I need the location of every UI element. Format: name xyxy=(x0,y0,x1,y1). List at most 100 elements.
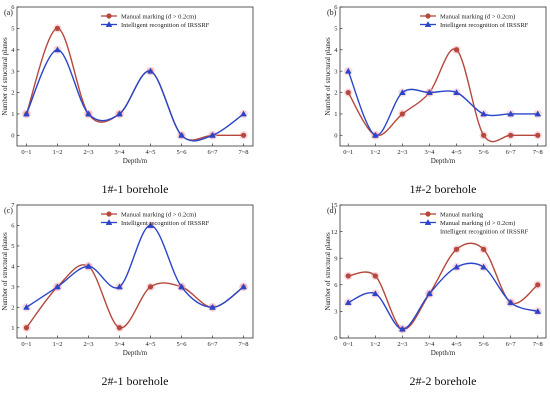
legend-entry: Manual marking xyxy=(440,211,484,218)
legend: Manual marking (d > 0.2cm) Intelligent re… xyxy=(420,13,529,29)
series-line xyxy=(26,224,244,309)
y-axis-label: Number of structural planes xyxy=(1,37,9,116)
data-point xyxy=(23,325,30,331)
x-tick-label: 6~7 xyxy=(208,341,219,348)
data-point xyxy=(23,303,30,310)
y-tick-label: 1 xyxy=(11,325,14,332)
data-point xyxy=(345,273,351,279)
chart-panel-d: 0 3 6 9 12 15 0~1 1~2 2~3 3~4 4~5 5~6 6~7 7~8 Depth/m N… xyxy=(324,202,547,388)
x-tick-label: 6~7 xyxy=(208,149,219,156)
data-point xyxy=(481,132,487,138)
data-point xyxy=(426,290,433,297)
x-tick-label: 7~8 xyxy=(239,341,249,348)
y-tick-label: 6 xyxy=(334,4,338,11)
y-tick-label: 7 xyxy=(11,202,15,209)
data-point xyxy=(453,89,460,95)
series-line xyxy=(25,264,244,329)
y-tick-label: 3 xyxy=(334,68,337,75)
series-1 xyxy=(344,66,542,140)
legend-entry: Manual marking (d > 0.2cm) xyxy=(440,220,515,227)
x-axis-label: Depth/m xyxy=(431,157,456,165)
series-line xyxy=(347,48,538,143)
y-tick-label: 4 xyxy=(11,47,15,54)
y-tick-label: 4 xyxy=(334,47,338,54)
data-point xyxy=(399,89,406,95)
x-tick-label: 1~2 xyxy=(52,341,62,348)
y-tick-label: 0 xyxy=(11,133,14,140)
panel-label: (c) xyxy=(4,206,13,215)
x-tick-label: 4~5 xyxy=(145,149,155,156)
data-point xyxy=(147,222,154,228)
plot-frame xyxy=(16,6,254,147)
x-axis-label: Depth/m xyxy=(123,349,148,357)
data-point xyxy=(371,131,379,138)
chart-panel-c: 1 2 3 4 5 6 7 0~1 1~2 2~3 3~4 4~5 5~6 6~7 7~8 Depth/m Nu… xyxy=(1,202,254,388)
legend-swatch-marker xyxy=(106,13,112,19)
series-0 xyxy=(22,24,248,141)
data-point xyxy=(147,67,154,74)
data-point xyxy=(453,263,460,270)
x-tick-label: 5~6 xyxy=(177,341,188,348)
data-point xyxy=(426,89,433,95)
y-tick-label: 6 xyxy=(334,282,338,289)
y-tick-label: 1 xyxy=(11,111,14,118)
x-tick-label: 3~4 xyxy=(424,149,435,156)
series-1 xyxy=(22,45,248,142)
data-point xyxy=(399,325,406,332)
panel-caption: 2#-2 borehole xyxy=(410,374,477,388)
panel-label: (d) xyxy=(327,206,337,215)
legend-swatch-marker xyxy=(424,219,432,225)
data-point xyxy=(240,283,247,290)
x-tick-label: 0~1 xyxy=(21,149,31,156)
y-tick-label: 12 xyxy=(331,229,338,236)
data-point xyxy=(54,283,61,290)
legend-entry: Intelligent recognition of IRSSRF xyxy=(440,228,529,235)
series-0 xyxy=(22,262,248,332)
y-tick-label: 3 xyxy=(11,284,14,291)
series-line xyxy=(25,27,244,141)
legend-swatch-marker xyxy=(425,211,431,217)
series-1 xyxy=(22,221,248,312)
data-point xyxy=(85,110,92,117)
data-point xyxy=(178,283,185,290)
data-point xyxy=(534,307,542,314)
y-axis-label: Number of structural planes xyxy=(324,37,332,116)
y-tick-label: 5 xyxy=(11,243,14,250)
data-point xyxy=(116,325,123,331)
legend: Manual marking (d > 0.2cm) Intelligent re… xyxy=(101,13,210,29)
x-tick-label: 6~7 xyxy=(506,341,517,348)
y-tick-label: 6 xyxy=(11,4,15,11)
series-0 xyxy=(344,242,542,334)
data-point xyxy=(507,299,515,305)
panel-label: (a) xyxy=(4,8,13,17)
y-tick-label: 3 xyxy=(334,309,337,316)
data-point xyxy=(240,110,247,117)
data-point xyxy=(116,110,123,117)
y-tick-label: 0 xyxy=(334,133,337,140)
y-tick-label: 9 xyxy=(334,255,337,262)
y-tick-label: 2 xyxy=(11,90,14,97)
data-point xyxy=(23,110,30,117)
data-point xyxy=(535,282,541,288)
legend: Manual marking (d > 0.2cm) Intelligent re… xyxy=(101,211,210,227)
data-point xyxy=(453,246,460,252)
plot-frame xyxy=(339,204,547,339)
y-tick-label: 4 xyxy=(11,264,15,271)
x-tick-label: 5~6 xyxy=(479,149,490,156)
data-point xyxy=(116,283,123,290)
x-tick-label: 4~5 xyxy=(452,341,462,348)
y-tick-label: 0 xyxy=(334,335,337,342)
x-tick-label: 2~3 xyxy=(397,149,407,156)
y-tick-label: 2 xyxy=(334,90,337,97)
x-tick-label: 3~4 xyxy=(114,341,125,348)
y-tick-label: 1 xyxy=(334,111,337,118)
x-tick-label: 2~3 xyxy=(83,149,93,156)
data-point xyxy=(345,89,351,96)
data-point xyxy=(344,299,352,305)
data-point xyxy=(453,47,460,53)
x-tick-label: 7~8 xyxy=(533,341,543,348)
data-point xyxy=(147,284,154,290)
data-point xyxy=(480,263,487,270)
y-tick-label: 15 xyxy=(331,202,338,209)
